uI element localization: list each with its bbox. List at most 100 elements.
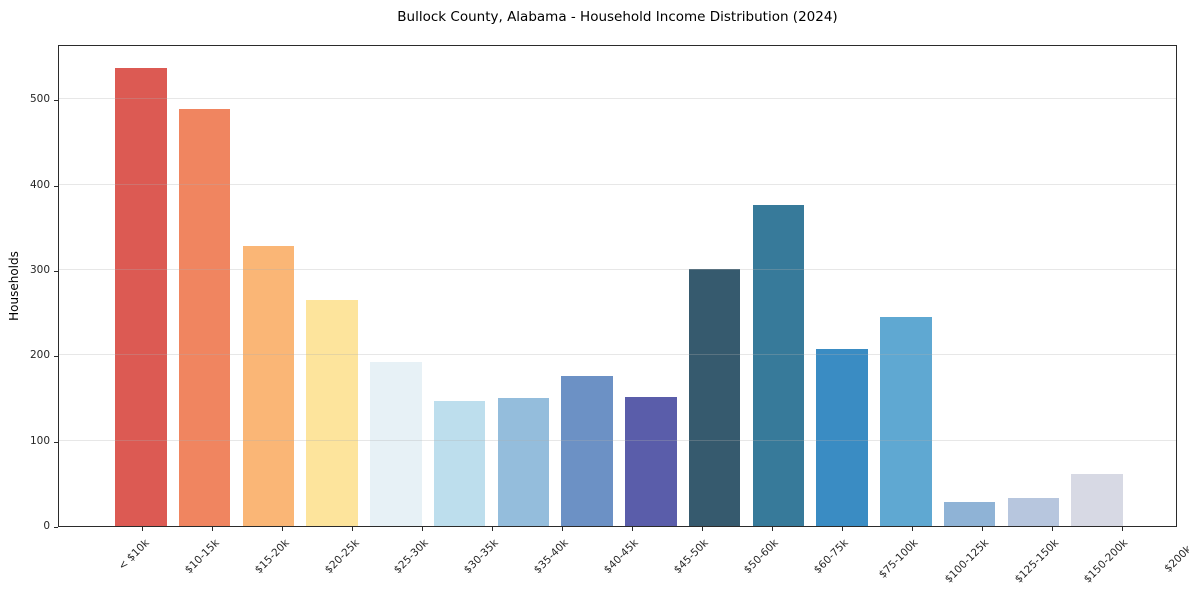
xtick-slot [528, 527, 598, 531]
xlabel-slot: $50-60k [737, 531, 807, 587]
xtick-mark [632, 527, 634, 531]
xlabel-slot: $25-30k [388, 531, 458, 587]
bar-slot [428, 46, 492, 526]
xtick-mark [492, 527, 494, 531]
bar-slot [364, 46, 428, 526]
ytick-label-300: 300 [29, 264, 50, 277]
xtick-mark [422, 527, 424, 531]
xtick-mark [771, 527, 773, 531]
xlabel-slot: $125-150k [1012, 531, 1087, 587]
bar-slot [619, 46, 683, 526]
ytick-mark-0 [54, 527, 58, 528]
bar-$15-20k [242, 246, 295, 526]
bar-slot [109, 46, 173, 526]
xlabel-slot: $60-75k [807, 531, 877, 587]
bar-$45-50k [625, 397, 677, 526]
xtick-slot [1017, 527, 1087, 531]
xtick-slot [388, 527, 458, 531]
xtick-mark [1051, 527, 1053, 531]
bar-slot [683, 46, 747, 526]
bar-$150-200k [1007, 497, 1060, 526]
bar-$200k+ [1071, 474, 1123, 526]
xtick-label-$125-150k: $125-150k [1012, 537, 1061, 586]
xtick-slot [1087, 527, 1157, 531]
plot-area [58, 45, 1177, 527]
xtick-mark [352, 527, 354, 531]
bar-$40-45k [561, 375, 613, 526]
x-axis-tick-labels: < $10k $10-15k $15-20k $20-25k $25-30k $30-35… [58, 531, 1189, 587]
xtick-label-$150-200k: $150-200k [1082, 537, 1131, 586]
y-axis-label: Households [7, 251, 21, 321]
ytick-mark-100 [54, 441, 58, 443]
xtick-label-$50-60k: $50-60k [741, 537, 781, 577]
xtick-slot [807, 527, 877, 531]
xlabel-slot: $15-20k [248, 531, 318, 587]
ytick-label-100: 100 [29, 434, 50, 447]
xtick-mark [142, 527, 144, 531]
bars-layer [59, 46, 1176, 526]
xtick-mark [1121, 527, 1123, 531]
xtick-label-$35-40k: $35-40k [531, 537, 572, 577]
x-axis-tick-marks [58, 527, 1189, 531]
xtick-mark [841, 527, 843, 531]
xlabel-slot: $150-200k [1082, 531, 1157, 587]
xlabel-slot: $20-25k [318, 531, 388, 587]
xtick-slot [458, 527, 528, 531]
chart-title: Bullock County, Alabama - Household Inco… [397, 9, 838, 25]
xtick-label-$10-15k: $10-15k [182, 537, 222, 577]
ytick-mark-300 [54, 271, 58, 273]
xlabel-slot: $45-50k [668, 531, 738, 587]
xlabel-slot: < $10k [108, 531, 178, 587]
xtick-mark [282, 527, 284, 531]
xtick-label-$20-25k: $20-25k [322, 537, 362, 577]
gridline-300 [59, 269, 1176, 271]
bar-slot [747, 46, 811, 526]
xtick-label-$75-100k: $75-100k [876, 537, 921, 581]
bar-slot [874, 46, 938, 526]
gridline-500 [59, 98, 1176, 100]
ytick-label-200: 200 [29, 349, 50, 362]
xtick-slot [598, 527, 668, 531]
bar-slot [492, 46, 556, 526]
ytick-label-500: 500 [29, 93, 50, 106]
xtick-label-$40-45k: $40-45k [601, 537, 642, 577]
xtick-slot [947, 527, 1017, 531]
ytick-label-0: 0 [43, 520, 50, 532]
xlabel-slot: $35-40k [528, 531, 598, 587]
bar-$30-35k [433, 400, 486, 526]
xtick-slot [178, 527, 248, 531]
xtick-mark [911, 527, 913, 531]
xlabel-slot: $30-35k [458, 531, 528, 587]
xlabel-slot: $40-45k [598, 531, 668, 587]
xtick-label-$30-35k: $30-35k [462, 537, 502, 577]
ytick-mark-500 [54, 100, 58, 102]
bar-$25-30k [370, 362, 422, 526]
bar-$125-150k [943, 502, 996, 526]
ytick-label-400: 400 [29, 178, 50, 191]
gridline-400 [59, 183, 1176, 185]
bar-slot [300, 46, 364, 526]
xtick-label-$200k+: $200k+ [1162, 537, 1189, 575]
bar-slot [555, 46, 619, 526]
xlabel-slot: $10-15k [178, 531, 248, 587]
xtick-label-$100-125k: $100-125k [942, 537, 991, 586]
bar-< $10k [115, 67, 167, 526]
bar-slot [237, 46, 301, 526]
xtick-label-$60-75k: $60-75k [811, 537, 851, 577]
ytick-mark-400 [54, 185, 58, 187]
bar-slot [1065, 46, 1129, 526]
xtick-slot [248, 527, 318, 531]
bar-slot [938, 46, 1002, 526]
gridline-200 [59, 354, 1176, 356]
xtick-mark [562, 527, 564, 531]
xtick-slot [668, 527, 738, 531]
xtick-label-$45-50k: $45-50k [671, 537, 711, 577]
xlabel-slot: $200k+ [1157, 531, 1189, 587]
bar-slot [1002, 46, 1066, 526]
xlabel-slot: $100-125k [942, 531, 1017, 587]
bar-$60-75k [752, 205, 805, 526]
xtick-label-< $10k: < $10k [115, 537, 152, 573]
bar-slot [173, 46, 237, 526]
bar-$100-125k [880, 317, 932, 526]
